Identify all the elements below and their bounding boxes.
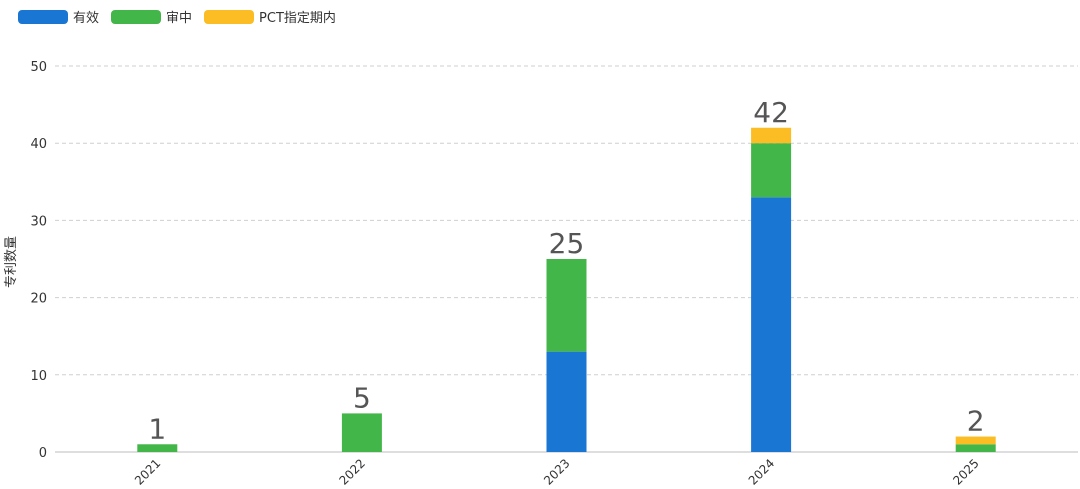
y-tick-label: 20	[30, 292, 47, 307]
legend-swatch-valid	[18, 9, 68, 24]
legend-item-valid[interactable]: 有效	[18, 7, 99, 26]
bar-total-label: 42	[753, 96, 789, 129]
bar-segment[interactable]	[137, 444, 178, 452]
x-tick-label: 2024	[746, 456, 777, 487]
y-tick-label: 50	[30, 60, 47, 75]
y-axis-title: 专利数量	[4, 236, 19, 288]
legend-swatch-pct	[204, 9, 255, 24]
legend-item-pct[interactable]: PCT指定期内	[204, 7, 336, 26]
y-axis: 0 10 20 30 40 50	[30, 60, 47, 461]
legend-swatch-pending	[111, 9, 162, 24]
y-tick-label: 40	[30, 137, 47, 152]
bar-total-label: 5	[353, 381, 371, 414]
legend-label-pending: 审中	[166, 11, 193, 26]
bar-segment[interactable]	[955, 436, 996, 445]
bar-total-label: 1	[148, 412, 166, 445]
legend-label-pct: PCT指定期内	[259, 11, 336, 26]
legend-item-pending[interactable]: 审中	[111, 7, 192, 26]
x-tick-label: 2023	[541, 456, 572, 487]
bar-segment[interactable]	[546, 351, 587, 452]
bar-total-label: 2	[967, 405, 985, 438]
bar-segment[interactable]	[955, 444, 996, 452]
y-tick-label: 0	[39, 446, 47, 461]
y-tick-label: 30	[30, 214, 47, 229]
legend-label-valid: 有效	[73, 11, 100, 26]
x-tick-label: 2021	[132, 456, 163, 487]
bar-segment[interactable]	[751, 143, 792, 198]
bars	[137, 127, 996, 452]
bar-segment[interactable]	[546, 259, 587, 352]
y-tick-label: 10	[30, 369, 47, 384]
bar-segment[interactable]	[751, 127, 792, 144]
bar-segment[interactable]	[341, 413, 382, 452]
x-axis: 2021 2022 2023 2024 2025	[132, 456, 982, 487]
x-tick-label: 2022	[337, 456, 368, 487]
bar-segment[interactable]	[751, 197, 792, 452]
x-tick-label: 2025	[950, 456, 981, 487]
legend: 有效 审中 PCT指定期内	[18, 7, 336, 26]
total-labels: 1 5 25 42 2	[148, 96, 984, 446]
bar-total-label: 25	[549, 227, 585, 260]
